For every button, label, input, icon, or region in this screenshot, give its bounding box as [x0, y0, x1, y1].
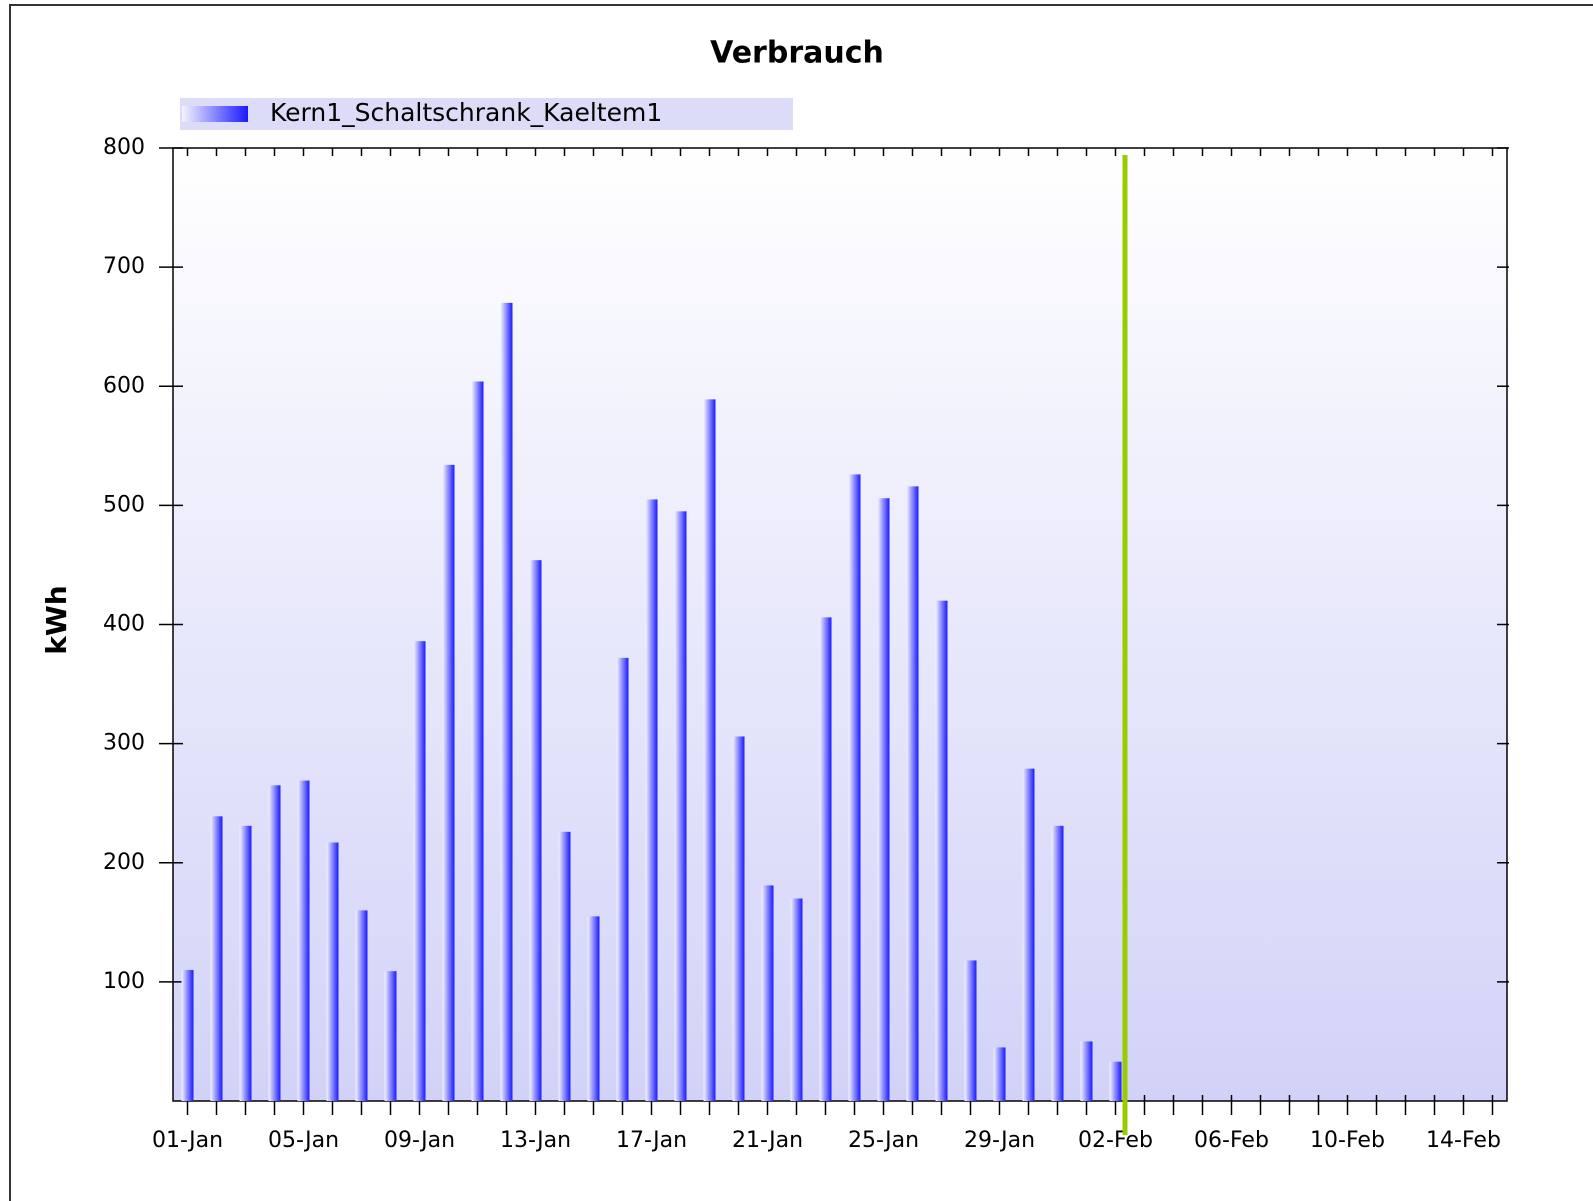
bar: [500, 302, 513, 1101]
x-tick-label: 14-Feb: [1426, 1128, 1501, 1153]
bar: [819, 617, 832, 1101]
bar: [790, 898, 803, 1101]
y-tick-label: 200: [103, 850, 145, 875]
outer-frame: [9, 4, 1593, 1201]
bar: [239, 825, 252, 1101]
bar: [616, 657, 629, 1101]
x-tick-label: 06-Feb: [1194, 1128, 1269, 1153]
x-tick-label: 05-Jan: [268, 1128, 339, 1153]
bar: [1109, 1061, 1122, 1101]
y-tick-label: 600: [103, 373, 145, 398]
bar: [297, 780, 310, 1101]
bar: [761, 885, 774, 1101]
y-tick-label: 100: [103, 969, 145, 994]
bar: [442, 464, 455, 1101]
legend: [180, 98, 793, 130]
bar: [413, 641, 426, 1101]
bar: [471, 381, 484, 1101]
bar: [326, 842, 339, 1101]
y-tick-label: 800: [103, 135, 145, 160]
bar: [906, 486, 919, 1101]
bar: [558, 831, 571, 1101]
bar: [1022, 768, 1035, 1101]
legend-swatch: [182, 106, 248, 122]
x-tick-label: 02-Feb: [1078, 1128, 1153, 1153]
y-tick-label: 500: [103, 492, 145, 517]
x-tick-label: 25-Jan: [848, 1128, 919, 1153]
bar: [732, 736, 745, 1101]
y-tick-label: 700: [103, 254, 145, 279]
bar: [268, 785, 281, 1101]
bar: [210, 816, 223, 1101]
plot-area: [172, 147, 1508, 1102]
bar: [181, 969, 194, 1101]
chart-title: Verbrauch: [710, 36, 884, 71]
y-tick-label: 400: [103, 612, 145, 637]
y-axis-label: kWh: [40, 585, 73, 654]
x-tick-label: 09-Jan: [384, 1128, 455, 1153]
bar: [703, 399, 716, 1101]
bar: [587, 916, 600, 1101]
bar: [645, 499, 658, 1101]
x-tick-label: 01-Jan: [152, 1128, 223, 1153]
x-tick-label: 29-Jan: [964, 1128, 1035, 1153]
bar: [993, 1047, 1006, 1101]
bar: [848, 474, 861, 1102]
bar: [1080, 1041, 1093, 1101]
x-tick-label: 13-Jan: [500, 1128, 571, 1153]
x-tick-label: 21-Jan: [732, 1128, 803, 1153]
bar: [355, 910, 368, 1101]
bar: [964, 960, 977, 1101]
x-tick-label: 17-Jan: [616, 1128, 687, 1153]
bar: [935, 600, 948, 1101]
bar: [877, 498, 890, 1101]
x-tick-label: 10-Feb: [1310, 1128, 1385, 1153]
bar: [384, 971, 397, 1101]
bar: [674, 511, 687, 1101]
bar: [1051, 825, 1064, 1101]
bar: [529, 560, 542, 1101]
legend-label: Kern1_Schaltschrank_Kaeltem1: [270, 98, 662, 127]
y-tick-label: 300: [103, 731, 145, 756]
